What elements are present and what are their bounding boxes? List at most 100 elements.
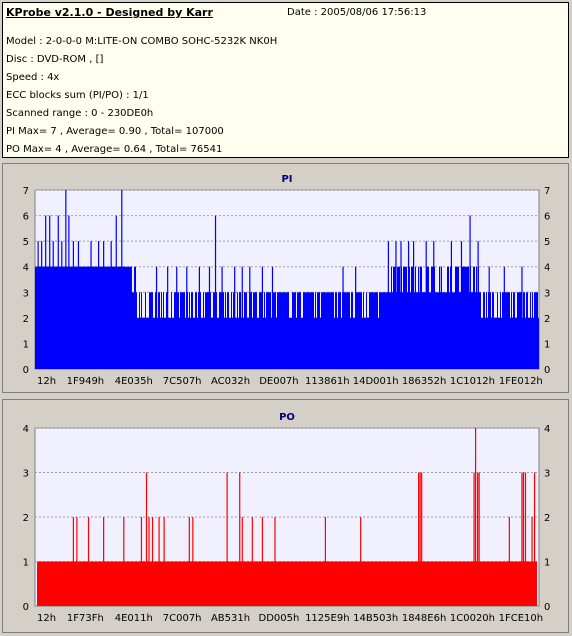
pi-spike [41, 241, 43, 369]
po-xtick-label: 12h [37, 613, 56, 624]
pi-spike [37, 241, 39, 369]
po-spike [158, 517, 160, 606]
pi-spike [155, 266, 158, 369]
pi-spike [469, 215, 471, 369]
po-spike [473, 472, 475, 606]
po-ytick-right: 4 [544, 424, 550, 435]
po-spike [145, 472, 148, 606]
scanned-range-line: Scanned range : 0 - 230DE0h [6, 108, 154, 119]
scan-date: Date : 2005/08/06 17:56:13 [287, 7, 427, 18]
po-ytick-left: 4 [23, 424, 29, 435]
po-spike [360, 517, 362, 606]
pi-stats-line: PI Max= 7 , Average= 0.90 , Total= 10700… [6, 126, 224, 137]
po-spike [87, 517, 90, 606]
pi-xtick-label: 7C507h [163, 376, 202, 387]
pi-ytick-right: 4 [544, 263, 550, 274]
info-panel: KProbe v2.1.0 - Designed by Karr Date : … [2, 2, 569, 158]
po-spike [533, 472, 536, 606]
pi-spike [49, 215, 51, 369]
pi-spike [521, 266, 523, 369]
pi-xtick-label: 1C1012h [450, 376, 495, 387]
pi-spike [198, 266, 200, 369]
po-spike [76, 517, 78, 606]
po-xtick-label: 1F73Fh [67, 613, 104, 624]
po-spike [261, 517, 263, 606]
po-spike [421, 472, 423, 606]
pi-spike [488, 266, 490, 369]
po-spike [241, 517, 243, 606]
pi-xtick-label: 186352h [402, 376, 447, 387]
pi-ytick-left: 5 [23, 237, 29, 248]
po-spike [192, 517, 194, 606]
pi-spike [503, 266, 505, 369]
pi-spike [249, 266, 251, 369]
pi-spike [121, 190, 123, 369]
pi-ytick-left: 3 [23, 288, 29, 299]
po-ytick-left: 0 [23, 602, 29, 613]
pi-spike [241, 266, 243, 369]
pi-spike [208, 266, 211, 369]
po-chart: PO 0 0 1 1 2 2 3 3 4 4 12h 1F73Fh 4E011h 7C007h AB531h D… [23, 412, 551, 624]
pi-spike [425, 241, 427, 369]
pi-ytick-right: 3 [544, 288, 550, 299]
pi-spike [130, 266, 132, 369]
po-spike [477, 472, 479, 606]
po-ytick-right: 2 [544, 513, 550, 524]
po-spike [524, 472, 527, 606]
po-ytick-left: 3 [23, 469, 29, 480]
pi-spike [68, 215, 70, 369]
po-spike [418, 472, 420, 606]
pi-spike [271, 266, 274, 369]
pi-spike [98, 241, 100, 369]
pi-spike [65, 190, 67, 369]
pi-spike [72, 241, 74, 369]
po-spike [531, 517, 533, 606]
pi-spike [450, 241, 452, 369]
pi-xtick-label: 1F949h [67, 376, 105, 387]
pi-spike [407, 241, 410, 369]
pi-spike [61, 241, 63, 369]
po-spike [151, 517, 154, 606]
pi-spike [57, 215, 59, 369]
pi-spike [395, 241, 397, 369]
po-spike [103, 517, 105, 606]
pi-spike [45, 215, 47, 369]
pi-xtick-label: DE007h [259, 376, 298, 387]
po-chart-title: PO [279, 412, 295, 423]
pi-xtick-label: 4E035h [115, 376, 153, 387]
pi-spike [103, 241, 105, 369]
pi-spike [214, 215, 217, 369]
pi-ytick-left: 1 [23, 339, 29, 350]
po-spike [419, 472, 421, 606]
po-ytick-right: 1 [544, 558, 550, 569]
pi-spike [234, 266, 236, 369]
pi-spike [433, 241, 435, 369]
po-ytick-left: 1 [23, 558, 29, 569]
po-xtick-label: 1848E6h [402, 613, 446, 624]
pi-spike [261, 266, 263, 369]
pi-spike [387, 241, 389, 369]
pi-ytick-right: 7 [544, 186, 550, 197]
pi-spike [413, 241, 415, 369]
pi-chart: PI 0 0 1 1 2 2 3 3 4 4 5 5 6 6 7 7 12h 1F949h 4E035h 7C507h A… [23, 174, 551, 387]
pi-ytick-left: 4 [23, 263, 29, 274]
pi-spike [460, 241, 463, 369]
po-spike [274, 517, 276, 606]
po-spike [324, 517, 326, 606]
pi-spike [477, 241, 479, 369]
po-xtick-label: AB531h [211, 613, 250, 624]
pi-spike [90, 241, 92, 369]
pi-ytick-right: 0 [544, 365, 550, 376]
po-spike [522, 472, 525, 606]
pi-spike [52, 241, 54, 369]
pi-xtick-label: 1FE012h [499, 376, 543, 387]
pi-spike [110, 241, 112, 369]
pi-xtick-label: AC032h [211, 376, 250, 387]
pi-spike [355, 266, 357, 369]
pi-chart-title: PI [281, 174, 292, 185]
po-stats-line: PO Max= 4 , Average= 0.64 , Total= 76541 [6, 144, 223, 155]
ecc-sum-line: ECC blocks sum (PI/PO) : 1/1 [6, 90, 149, 101]
pi-spike [186, 266, 188, 369]
pi-ytick-left: 2 [23, 314, 29, 325]
po-spike [521, 472, 523, 606]
